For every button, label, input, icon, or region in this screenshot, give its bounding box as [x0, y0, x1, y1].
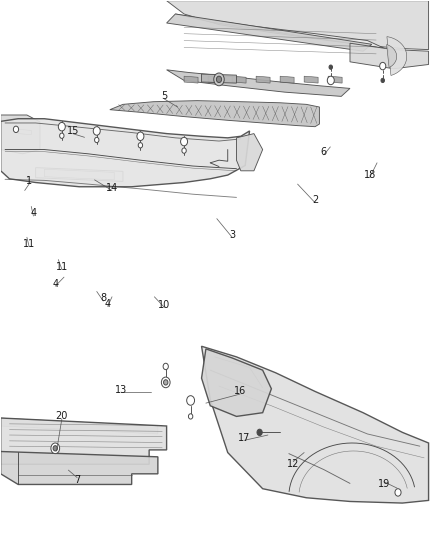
Circle shape [163, 379, 168, 385]
Polygon shape [110, 101, 319, 127]
Circle shape [180, 138, 187, 146]
Circle shape [95, 138, 99, 143]
Text: 10: 10 [158, 300, 170, 310]
Polygon shape [166, 1, 428, 50]
Circle shape [395, 489, 401, 496]
Circle shape [187, 395, 194, 405]
Polygon shape [18, 130, 31, 135]
Text: 7: 7 [74, 475, 80, 485]
Circle shape [188, 414, 193, 419]
Circle shape [53, 446, 57, 451]
Polygon shape [166, 70, 350, 96]
Circle shape [257, 429, 262, 435]
Polygon shape [256, 76, 270, 83]
Text: 4: 4 [52, 279, 58, 288]
Polygon shape [184, 76, 198, 83]
Circle shape [13, 126, 18, 133]
Text: 19: 19 [378, 480, 390, 489]
Polygon shape [1, 418, 166, 464]
Polygon shape [201, 349, 272, 416]
Text: 11: 11 [23, 239, 35, 248]
Polygon shape [328, 76, 342, 83]
Text: 13: 13 [115, 385, 127, 395]
Polygon shape [201, 346, 428, 503]
Circle shape [51, 443, 60, 454]
Polygon shape [1, 119, 250, 187]
Text: 15: 15 [67, 126, 79, 136]
Polygon shape [237, 134, 263, 171]
Polygon shape [232, 76, 246, 83]
Polygon shape [44, 169, 114, 180]
Polygon shape [280, 76, 294, 83]
Circle shape [60, 133, 64, 139]
Text: 5: 5 [161, 91, 168, 101]
Polygon shape [1, 115, 40, 154]
Circle shape [163, 364, 168, 369]
Circle shape [380, 62, 386, 70]
Circle shape [138, 143, 143, 148]
Text: 20: 20 [56, 411, 68, 422]
Polygon shape [201, 74, 237, 83]
Circle shape [214, 73, 224, 86]
Circle shape [216, 76, 222, 83]
Polygon shape [175, 14, 385, 49]
Circle shape [329, 65, 332, 69]
Text: 14: 14 [106, 183, 118, 193]
Polygon shape [166, 14, 372, 51]
Text: 12: 12 [287, 459, 300, 469]
Circle shape [137, 132, 144, 141]
Text: 2: 2 [312, 195, 318, 205]
Circle shape [381, 78, 385, 83]
Circle shape [161, 377, 170, 387]
Text: 6: 6 [321, 147, 327, 157]
Text: 4: 4 [105, 298, 111, 309]
Text: 11: 11 [56, 262, 68, 271]
Polygon shape [208, 76, 222, 83]
Text: 8: 8 [100, 293, 106, 303]
Polygon shape [1, 418, 158, 434]
Polygon shape [387, 45, 397, 68]
Polygon shape [387, 37, 407, 76]
Text: 17: 17 [238, 433, 251, 443]
Polygon shape [1, 451, 158, 484]
Circle shape [58, 123, 65, 131]
Polygon shape [304, 76, 318, 83]
Circle shape [327, 76, 334, 85]
Text: 18: 18 [364, 170, 376, 180]
Text: 3: 3 [229, 230, 235, 240]
Polygon shape [35, 167, 123, 181]
Text: 1: 1 [26, 176, 32, 187]
Text: 16: 16 [234, 386, 246, 397]
Text: 4: 4 [30, 208, 36, 219]
Circle shape [93, 127, 100, 135]
Polygon shape [350, 43, 428, 69]
Circle shape [182, 148, 186, 154]
